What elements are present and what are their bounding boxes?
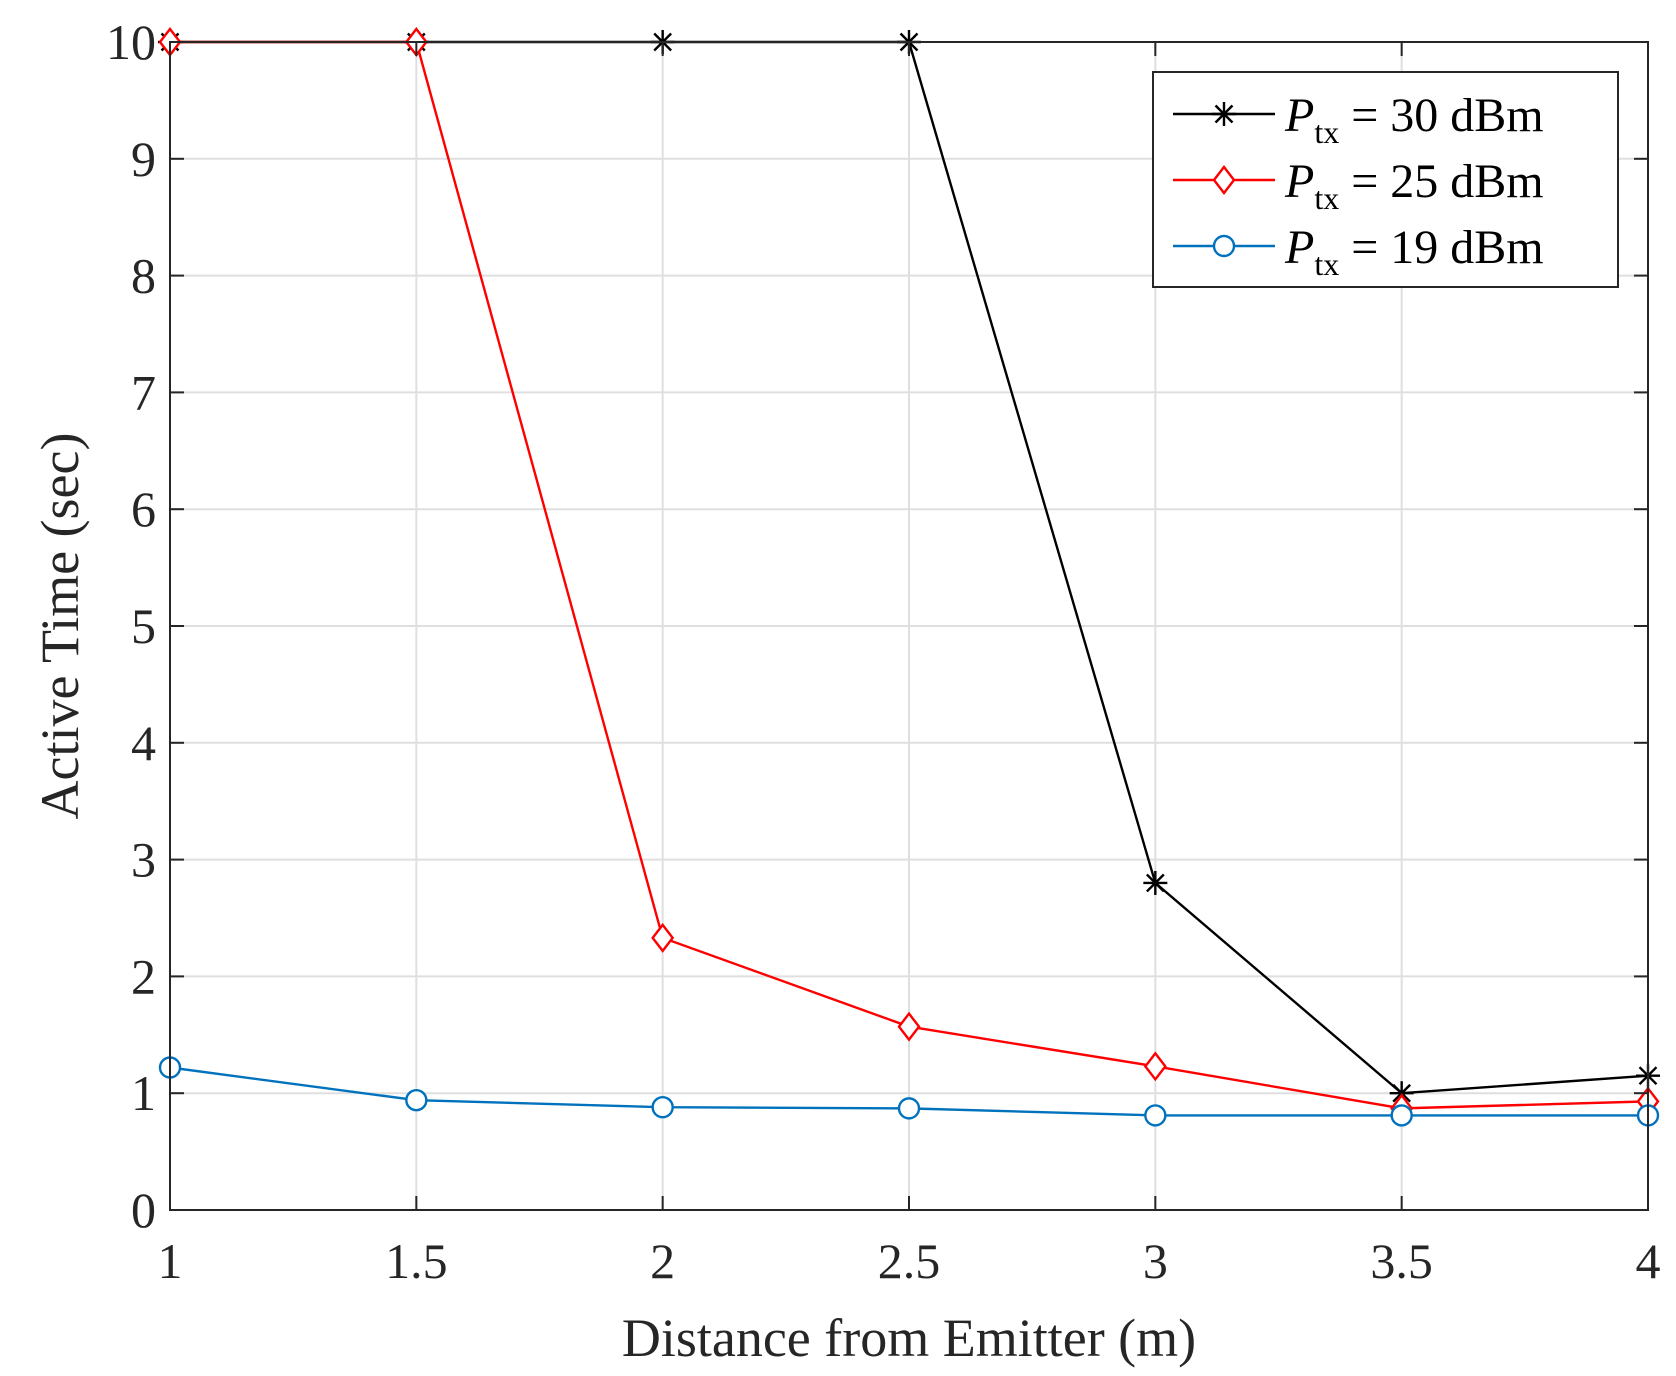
data-point: [1143, 1051, 1167, 1082]
legend-rest: = 19 dBm: [1339, 221, 1543, 274]
data-point: [651, 922, 675, 953]
legend-sub: tx: [1314, 246, 1339, 282]
data-point: [405, 1089, 428, 1112]
legend-rest: = 30 dBm: [1339, 89, 1543, 142]
legend-var: P: [1284, 155, 1314, 208]
data-point: [1390, 1104, 1413, 1127]
x-tick-label: 1.5: [385, 1233, 448, 1289]
y-tick-label: 8: [131, 248, 156, 304]
x-tick-labels: 1 1.5 2 2.5 3 3.5 4: [158, 1233, 1661, 1289]
data-point: [1389, 1081, 1414, 1106]
y-tick-label: 3: [131, 832, 156, 888]
legend-sub: tx: [1314, 114, 1339, 150]
x-tick-label: 3.5: [1370, 1233, 1433, 1289]
y-tick-label: 5: [131, 598, 156, 654]
data-point: [897, 1097, 921, 1120]
x-tick-label: 4: [1636, 1233, 1661, 1289]
x-tick-label: 2.5: [878, 1233, 941, 1289]
data-point: [1144, 1104, 1167, 1127]
legend-label: Ptx = 30 dBm: [1284, 89, 1544, 150]
y-tick-label: 9: [131, 131, 156, 187]
y-tick-label: 2: [131, 948, 156, 1004]
data-point: [1143, 870, 1168, 895]
legend-label: Ptx = 19 dBm: [1284, 221, 1544, 282]
y-tick-label: 1: [131, 1065, 156, 1121]
legend-rest: = 25 dBm: [1339, 155, 1543, 208]
y-axis-title: Active Time (sec): [30, 433, 90, 820]
data-point: [897, 1011, 921, 1042]
y-tick-label: 6: [131, 481, 156, 537]
legend-var: P: [1284, 221, 1314, 274]
y-tick-labels: 0 1 2 3 4 5 6 7 8 9 10: [106, 14, 156, 1238]
data-point: [651, 1096, 674, 1119]
legend-marker: [1212, 234, 1236, 258]
legend-item: Ptx = 25 dBm: [1173, 155, 1544, 216]
legend-item: Ptx = 30 dBm: [1173, 89, 1544, 150]
y-tick-label: 4: [131, 715, 156, 771]
y-tick-label: 7: [131, 364, 156, 420]
x-tick-label: 1: [158, 1233, 183, 1289]
y-tick-label: 0: [131, 1182, 156, 1238]
legend-item: Ptx = 19 dBm: [1173, 221, 1544, 282]
legend-label: Ptx = 25 dBm: [1284, 155, 1544, 216]
legend-marker: [1212, 165, 1236, 195]
legend-marker: [1212, 102, 1236, 126]
legend-sub: tx: [1314, 180, 1339, 216]
y-tick-label: 10: [106, 14, 156, 70]
x-axis-title: Distance from Emitter (m): [622, 1308, 1196, 1368]
x-tick-label: 2: [650, 1233, 675, 1289]
legend-var: P: [1284, 89, 1314, 142]
axis-ticks: [169, 41, 1649, 1211]
x-tick-label: 3: [1143, 1233, 1168, 1289]
